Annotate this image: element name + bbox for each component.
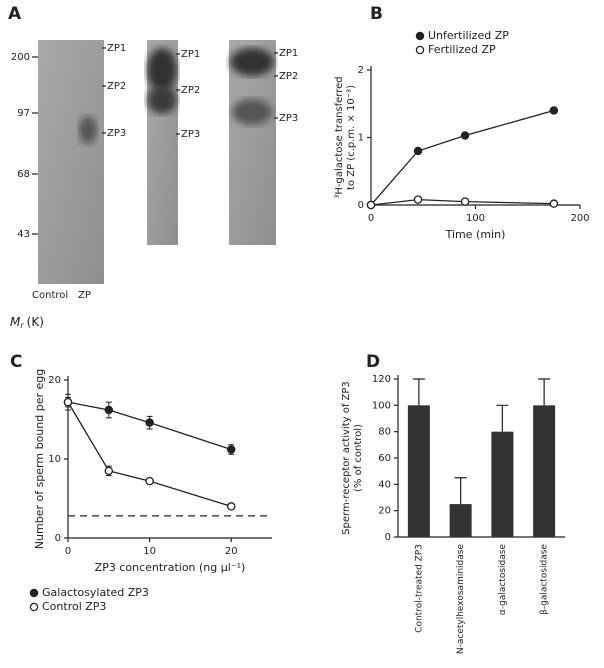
panel-label: A (8, 4, 22, 24)
band-label: ZP3 (181, 129, 200, 140)
y-tick-label: 0 (55, 533, 61, 544)
marker (549, 106, 559, 115)
series-line (67, 401, 232, 451)
y-tick-label: 40 (378, 479, 391, 490)
y-tick-label: 120 (372, 374, 391, 385)
marker (460, 131, 470, 140)
panel-label: D (366, 352, 380, 372)
mw-label: 68 (17, 169, 30, 180)
y-tick-label: 2 (358, 65, 364, 76)
marker (460, 197, 470, 206)
marker (145, 476, 154, 486)
y-tick-label: 1 (358, 133, 364, 144)
bar (407, 405, 430, 537)
legend-marker (29, 588, 39, 598)
y-axis-label: ³H-galactose transferred (334, 76, 345, 198)
panel-label: B (370, 4, 383, 24)
axis-label: Mr (K) (10, 315, 44, 330)
y-axis-label: Number of sperm bound per egg (33, 369, 46, 549)
band-label: ZP3 (107, 128, 126, 139)
x-tick-label: α-galactosidase (498, 544, 508, 616)
x-tick-label: 0 (368, 213, 374, 224)
legend-label: Galactosylated ZP3 (42, 586, 149, 599)
legend-label: Fertilized ZP (428, 43, 496, 56)
x-tick-label: N-acetylhexosaminidase (456, 544, 466, 655)
gel-band (232, 99, 272, 125)
bar (449, 504, 472, 537)
y-tick-label: 0 (385, 532, 391, 543)
x-tick-label: β-galactosidase (540, 544, 550, 615)
panel-a (38, 40, 276, 284)
marker (366, 200, 376, 210)
legend-marker (415, 45, 425, 55)
x-tick-label: 100 (466, 213, 485, 224)
panel-label: C (10, 352, 22, 372)
error-bar (496, 404, 509, 432)
error-bar (538, 378, 551, 406)
marker (413, 195, 423, 204)
gel-band (147, 86, 177, 114)
y-tick-label: 0 (358, 200, 364, 211)
lane-label: ZP (78, 290, 91, 301)
y-tick-label: 80 (378, 427, 391, 438)
gel-band (147, 48, 177, 92)
band-label: ZP2 (107, 81, 126, 92)
series-line (370, 109, 555, 206)
marker (104, 405, 114, 415)
legend-label: Control ZP3 (42, 600, 106, 613)
mw-label: 200 (11, 52, 30, 63)
axis-subscript: r (20, 321, 24, 330)
band-label: ZP1 (107, 43, 126, 54)
x-axis-label: ZP3 concentration (ng µl⁻¹) (95, 561, 246, 574)
mw-label: 97 (17, 108, 30, 119)
bar (533, 405, 556, 537)
marker (549, 199, 559, 208)
x-tick-label: 20 (225, 546, 238, 557)
x-tick-label: 0 (65, 546, 71, 557)
y-axis-label: (% of control) (353, 424, 364, 492)
y-axis-label: Sperm-receptor activity of ZP3 (341, 381, 352, 535)
band-label: ZP2 (279, 71, 298, 82)
marker (63, 397, 73, 407)
series-line (67, 401, 232, 508)
y-tick-label: 10 (48, 454, 61, 465)
band-label: ZP3 (279, 113, 298, 124)
band-label: ZP1 (181, 49, 200, 60)
x-tick-label: 200 (570, 213, 589, 224)
series-line (370, 198, 554, 206)
error-bar (412, 378, 425, 406)
marker (226, 502, 236, 511)
marker (413, 146, 423, 156)
marker (226, 445, 236, 454)
y-tick-label: 20 (378, 506, 391, 517)
y-axis-label: to ZP (c.p.m. × 10⁻³) (346, 85, 357, 190)
marker (145, 418, 154, 427)
legend-marker (415, 31, 425, 41)
y-tick-label: 60 (378, 453, 391, 464)
gel-band (79, 116, 97, 144)
mw-label: 43 (17, 229, 30, 240)
x-axis-label: Time (min) (445, 228, 506, 241)
axis-unit: (K) (27, 315, 44, 329)
y-tick-label: 20 (48, 375, 61, 386)
marker (104, 466, 114, 476)
band-label: ZP1 (279, 48, 298, 59)
y-tick-label: 100 (372, 400, 391, 411)
bar (491, 431, 514, 537)
gel-lane (38, 40, 104, 284)
error-bar (454, 477, 467, 505)
legend-label: Unfertilized ZP (428, 29, 509, 42)
lane-label: Control (32, 290, 68, 301)
axis-symbol: M (10, 315, 21, 329)
gel-band (230, 48, 274, 76)
band-label: ZP2 (181, 85, 200, 96)
x-tick-label: Control-treated ZP3 (414, 544, 424, 633)
x-tick-label: 10 (143, 546, 156, 557)
legend-marker (29, 602, 39, 612)
